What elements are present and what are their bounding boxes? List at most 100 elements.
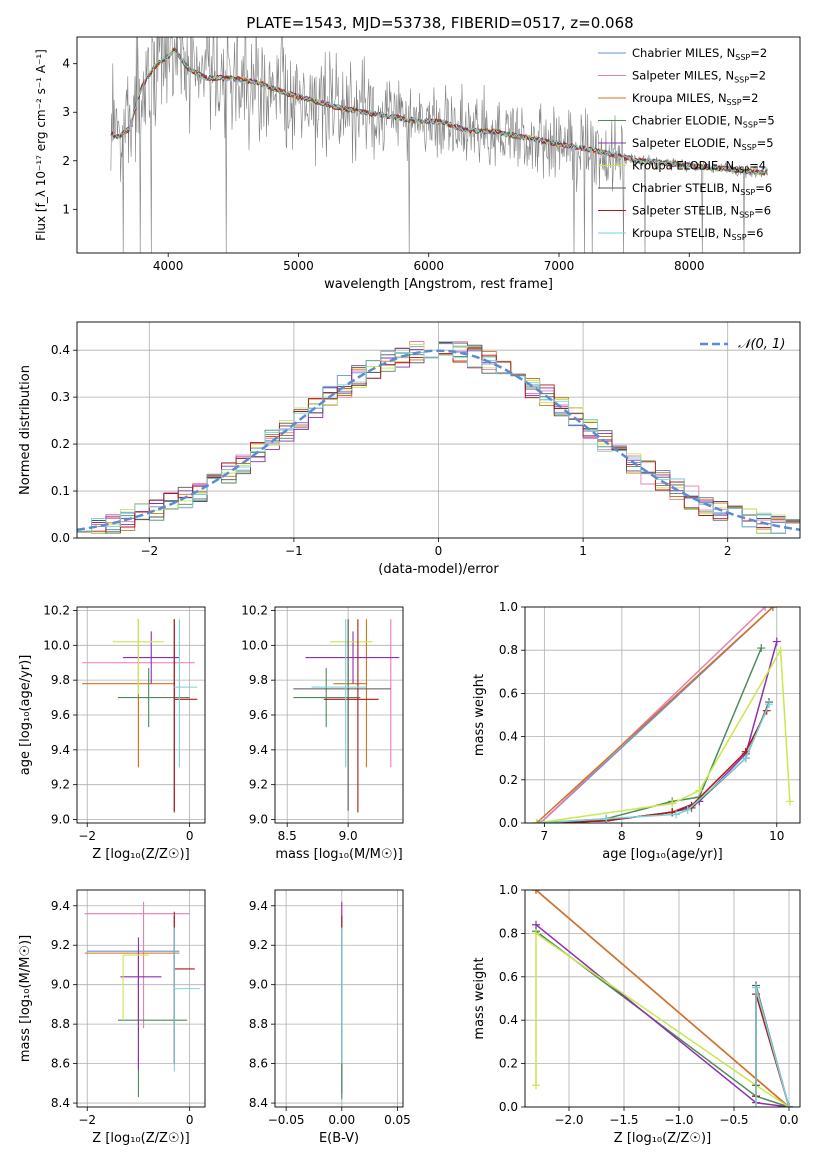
x-axis-label: mass [log₁₀(M/M☉)] (275, 847, 402, 862)
plot-area (82, 619, 198, 813)
x-tick-label: 9.0 (339, 829, 358, 843)
y-tick-label: 0.4 (499, 1013, 518, 1027)
x-tick-label: −0.5 (719, 1113, 748, 1127)
x-tick-label: 0 (435, 544, 443, 558)
y-tick-label: 9.8 (249, 673, 268, 687)
y-tick-label: 9.0 (249, 978, 268, 992)
weight-marker-kroupa_elodie (785, 797, 794, 806)
x-tick-label: 6000 (413, 259, 444, 273)
x-axis-label: (data-model)/error (378, 562, 499, 577)
x-tick-label: −0.05 (268, 1113, 305, 1127)
figure-title: PLATE=1543, MJD=53738, FIBERID=0517, z=0… (246, 14, 633, 32)
y-tick-label: 8.6 (249, 1057, 268, 1071)
weight-marker-kroupa_stelib (785, 1103, 793, 1107)
mass-vs-metallicity-panel: −2 0 8.4 8.6 8.8 9.0 9.2 9.4 Z [log₁₀(Z/Z☉)] mass… (18, 889, 206, 1146)
y-tick-label: 9.6 (249, 708, 268, 722)
y-tick-label: 8.6 (51, 1057, 70, 1071)
mass-weight-vs-age-panel: 7 8 9 10 0.0 0.2 0.4 0.6 0.8 1.0 age [log₁₀(age/yr… (472, 600, 801, 862)
y-tick-label: 0.6 (499, 686, 518, 700)
y-tick-label: 0.2 (499, 773, 518, 787)
weight-marker-salpeter_miles (761, 607, 770, 611)
y-tick-label: 0.2 (51, 437, 70, 451)
y-tick-label: 1.0 (499, 883, 518, 897)
y-tick-label: 9.8 (51, 673, 70, 687)
y-tick-label: 0.0 (499, 1100, 518, 1114)
weight-marker-salpeter_elodie (532, 920, 540, 929)
x-axis-label: age [log₁₀(age/yr)] (602, 847, 723, 862)
x-tick-label: −1.5 (609, 1113, 638, 1127)
y-tick-label: 0.6 (499, 970, 518, 984)
weight-marker-kroupa_stelib (741, 754, 750, 763)
residuals-panel: −2 −1 0 1 2 0.0 0.1 0.2 0.3 0.4 (data-model)/error… (18, 321, 801, 577)
y-tick-label: 9.2 (249, 938, 268, 952)
y-tick-label: 9.0 (51, 813, 70, 827)
axes-frame (524, 889, 801, 1108)
weight-line-salpeter_miles (539, 607, 766, 823)
y-axis-label: age [log₁₀(age/yr)] (18, 655, 33, 776)
legend-label-salpeter_elodie: Salpeter ELODIE, NSSP=5 (632, 136, 774, 152)
weight-line-kroupa_stelib (540, 703, 770, 823)
y-tick-label: 9.4 (51, 899, 70, 913)
axes-frame (76, 606, 206, 824)
y-tick-label: 9.2 (249, 778, 268, 792)
weight-line-kroupa_elodie (535, 932, 790, 1107)
weight-marker-chabrier_elodie (757, 644, 766, 653)
y-tick-label: 10.2 (43, 603, 70, 617)
y-tick-label: 0.3 (51, 390, 70, 404)
x-tick-label: 7000 (544, 259, 575, 273)
legend-label-normal: 𝒩(0, 1) (738, 337, 785, 352)
legend-label-salpeter_stelib: Salpeter STELIB, NSSP=6 (632, 204, 771, 220)
weight-marker-kroupa_stelib (683, 806, 692, 815)
x-tick-label: 0.0 (779, 1113, 798, 1127)
age-vs-mass-panel: 8.5 9.0 9.0 9.2 9.4 9.6 9.8 10.0 10.2 mass [log₁₀… (241, 603, 404, 862)
y-tick-label: 8.4 (249, 1096, 268, 1110)
y-tick-label: 1 (62, 202, 70, 216)
y-tick-label: 0.0 (499, 816, 518, 830)
legend-label-salpeter_miles: Salpeter MILES, NSSP=2 (632, 69, 766, 85)
plot-area (77, 341, 800, 534)
legend-label-kroupa_miles: Kroupa MILES, NSSP=2 (632, 91, 758, 107)
model-spectrum-line-kroupa_stelib (110, 51, 768, 175)
y-tick-label: 0.4 (499, 730, 518, 744)
y-tick-label: 4 (62, 57, 70, 71)
weight-marker-kroupa_stelib (536, 819, 545, 823)
x-axis-label: E(B-V) (319, 1131, 359, 1146)
x-tick-label: 8000 (674, 259, 705, 273)
y-axis-label: mass weight (472, 674, 487, 756)
weight-marker-kroupa_elodie (695, 786, 704, 795)
y-tick-label: 3 (62, 105, 70, 119)
observed-spectrum-line (110, 37, 768, 253)
y-tick-label: 0.8 (499, 643, 518, 657)
plot-area (532, 890, 793, 1107)
y-tick-label: 10.2 (241, 603, 268, 617)
plot-area (532, 607, 794, 823)
x-tick-label: 0 (186, 1113, 194, 1127)
normal-distribution-curve (77, 349, 800, 532)
x-axis-label: Z [log₁₀(Z/Z☉)] (92, 847, 189, 862)
legend-label-kroupa_stelib: Kroupa STELIB, NSSP=6 (632, 226, 763, 242)
y-tick-label: 9.2 (51, 938, 70, 952)
x-tick-label: 8.5 (278, 829, 297, 843)
y-axis-label: mass weight (472, 957, 487, 1039)
y-tick-label: 0.2 (499, 1057, 518, 1071)
plot-area (84, 901, 200, 1098)
y-axis-label: Normed distribution (18, 365, 33, 495)
x-tick-label: −2.0 (554, 1113, 583, 1127)
weight-marker-kroupa_elodie (532, 1081, 540, 1090)
weight-marker-kroupa_stelib (752, 1103, 760, 1107)
weight-marker-kroupa_elodie (776, 646, 785, 655)
x-tick-label: −2 (78, 1113, 96, 1127)
x-tick-label: 10 (769, 829, 784, 843)
weight-marker-kroupa_elodie (532, 819, 541, 823)
x-tick-label: 0.00 (328, 1113, 355, 1127)
y-tick-label: 9.0 (249, 813, 268, 827)
axes-frame (76, 321, 801, 539)
axes-frame (76, 889, 206, 1108)
y-tick-label: 9.2 (51, 778, 70, 792)
weight-line-salpeter_stelib (540, 710, 768, 823)
x-axis-label: wavelength [Angstrom, rest frame] (324, 277, 553, 292)
mass-weight-vs-metallicity-panel: −2.0 −1.5 −1.0 −0.5 0.0 0.0 0.2 0.4 0.6 0.8 1.0 Z [… (472, 883, 801, 1146)
y-tick-label: 2 (62, 154, 70, 168)
x-axis-label: Z [log₁₀(Z/Z☉)] (614, 1131, 711, 1146)
